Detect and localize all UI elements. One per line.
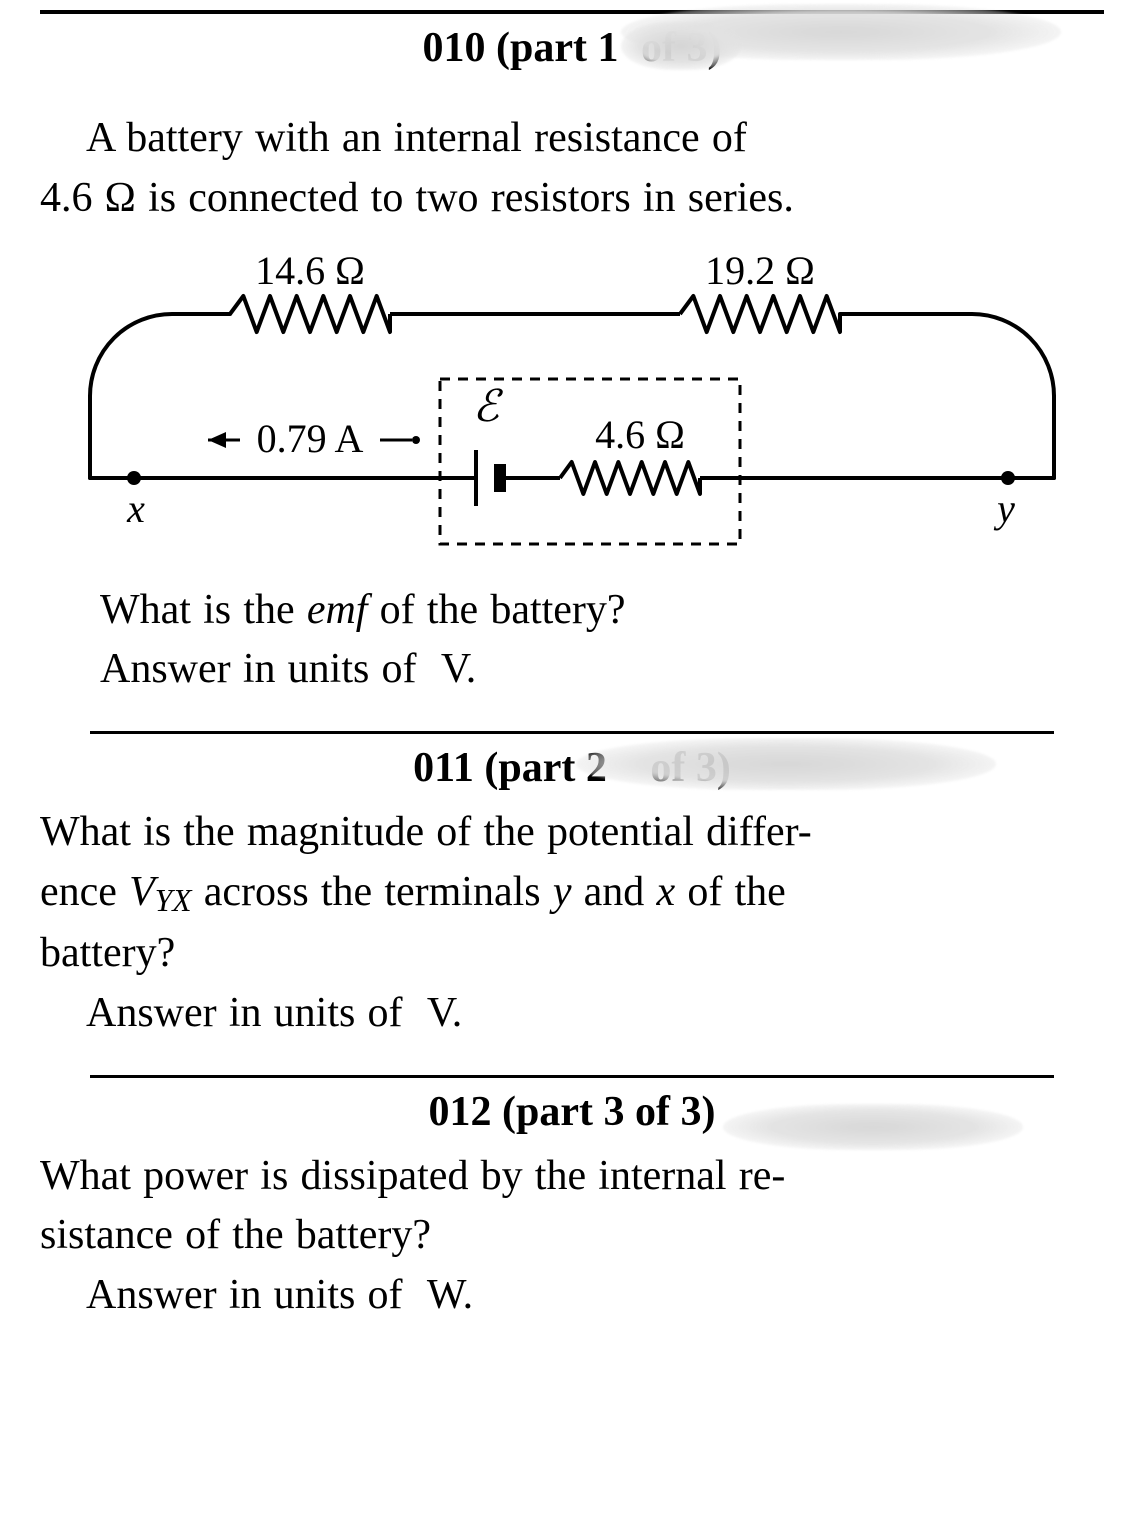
svg-text:0.79 A: 0.79 A — [257, 416, 364, 461]
divider-2 — [90, 1075, 1054, 1078]
p011-q2-sub: YX — [155, 883, 192, 918]
p010-q-emf: emf — [307, 587, 380, 633]
p011-q-3: battery? — [40, 927, 1104, 981]
svg-text:14.6 Ω: 14.6 Ω — [255, 248, 365, 293]
divider-1 — [90, 731, 1054, 734]
svg-text:4.6 Ω: 4.6 Ω — [595, 412, 685, 457]
p011-q2-b: across the terminals — [192, 869, 553, 915]
p010-q-text-b: of the battery? — [380, 587, 626, 633]
page: 010 (part 1 of 3) A battery with an inte… — [0, 10, 1144, 1369]
p010-intro-2: 4.6 Ω is connected to two resistors in s… — [40, 172, 1104, 226]
p010-intro-1: A battery with an internal resistance of — [40, 112, 1104, 166]
p011-q2-and: and — [571, 869, 656, 915]
p012-answer-line: Answer in units of W. — [40, 1269, 1104, 1323]
circuit-diagram: 14.6 Ω 19.2 Ω 4.6 Ω 0.79 A ℰx y — [40, 234, 1104, 564]
heading-010-prefix: 010 (part — [423, 24, 598, 72]
heading-011-prefix: 011 (part — [413, 744, 586, 792]
p011-q2-var: V — [129, 869, 155, 915]
p011-q-1: What is the magnitude of the potential d… — [40, 806, 1104, 860]
p011-q-2: ence VYX across the terminals y and x of… — [40, 866, 1104, 921]
p010-answer-line: Answer in units of V. — [100, 643, 1104, 697]
svg-text:ℰ: ℰ — [473, 382, 504, 431]
svg-text:y: y — [993, 486, 1015, 531]
p012-q-1: What power is dissipated by the internal… — [40, 1150, 1104, 1204]
p011-q2-a: ence — [40, 869, 129, 915]
p011-q2-c: of the — [675, 869, 786, 915]
svg-text:x: x — [126, 486, 145, 531]
svg-text:19.2 Ω: 19.2 Ω — [705, 248, 815, 293]
smudge-icon — [576, 738, 996, 790]
p010-q: What is the emf of the battery? — [100, 584, 1104, 638]
heading-011: 011 (part 2 of 3) — [40, 744, 1104, 792]
circuit-svg: 14.6 Ω 19.2 Ω 4.6 Ω 0.79 A ℰx y — [40, 234, 1104, 564]
heading-012: 012 (part 3 of 3) — [40, 1088, 1104, 1136]
p011-answer-line: Answer in units of V. — [40, 987, 1104, 1041]
p011-q2-y: y — [553, 869, 572, 915]
p011-q2-x: x — [656, 869, 675, 915]
smudge-icon — [621, 22, 741, 70]
p012-q-2: sistance of the battery? — [40, 1209, 1104, 1263]
smudge-icon — [723, 1104, 1023, 1150]
heading-010: 010 (part 1 of 3) — [40, 24, 1104, 72]
heading-012-text: 012 (part 3 of 3) — [429, 1088, 716, 1136]
p010-q-text-a: What is the — [100, 587, 307, 633]
heading-010-obscured-1: 1 — [598, 24, 619, 72]
